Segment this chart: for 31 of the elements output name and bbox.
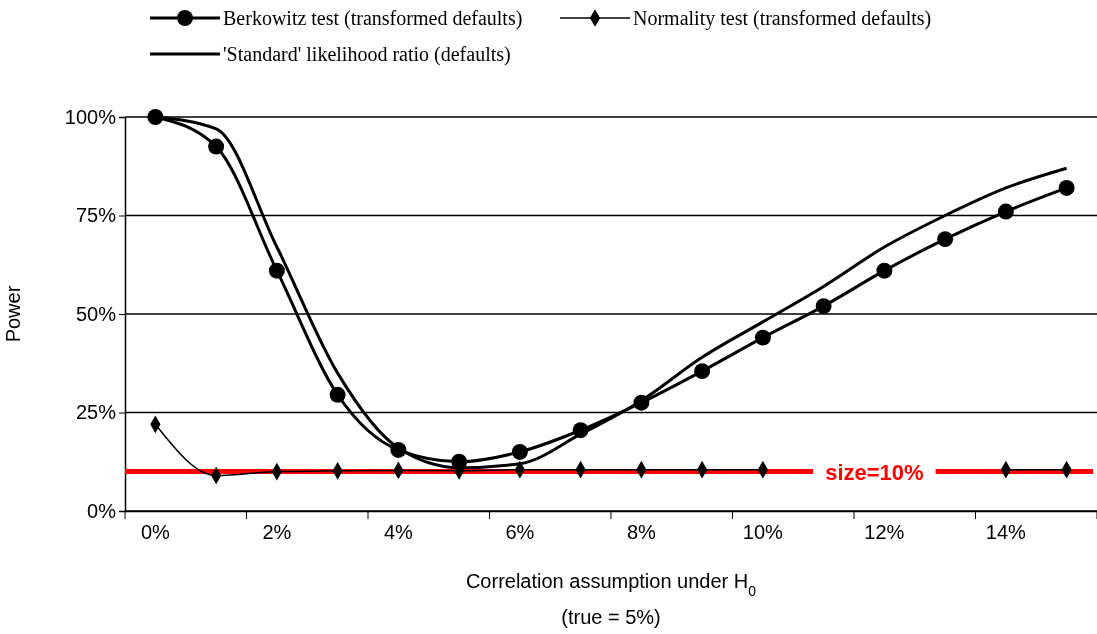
y-tick-label: 50% <box>75 302 117 325</box>
point <box>329 386 346 403</box>
x-tick-label: 6% <box>505 521 535 544</box>
x-axis-title: Correlation assumption under H$_{0}$ <box>465 570 757 599</box>
x-tick-label: 0% <box>140 521 171 544</box>
point <box>754 329 771 346</box>
x-tick-label: 14% <box>985 521 1027 544</box>
y-tick-label: 75% <box>75 204 117 227</box>
y-axis-title: Power <box>2 285 24 343</box>
x-tick-label: 12% <box>864 521 905 544</box>
x-tick-label: 4% <box>383 521 414 544</box>
ref-line-label: size=10% <box>825 459 924 485</box>
point <box>937 231 954 248</box>
point <box>1058 179 1075 196</box>
legend-label: Berkowitz test (transformed defaults) <box>223 7 523 30</box>
x-tick-label: 2% <box>262 521 292 544</box>
x-tick-label: 8% <box>626 521 657 544</box>
y-tick-label: 0% <box>87 499 117 522</box>
y-tick-label: 100% <box>64 105 117 128</box>
point <box>208 138 225 155</box>
legend-label: Normality test (transformed defaults) <box>633 7 932 30</box>
text: (true = 5%) <box>561 606 661 628</box>
y-tick-label: 25% <box>75 401 117 424</box>
point <box>268 262 285 279</box>
point <box>511 443 528 460</box>
x-tick-label: 10% <box>742 521 784 544</box>
point <box>694 363 711 380</box>
point <box>997 203 1014 220</box>
point <box>876 262 893 279</box>
legend-label: 'Standard' likelihood ratio (defaults) <box>223 43 511 66</box>
point <box>815 298 832 315</box>
